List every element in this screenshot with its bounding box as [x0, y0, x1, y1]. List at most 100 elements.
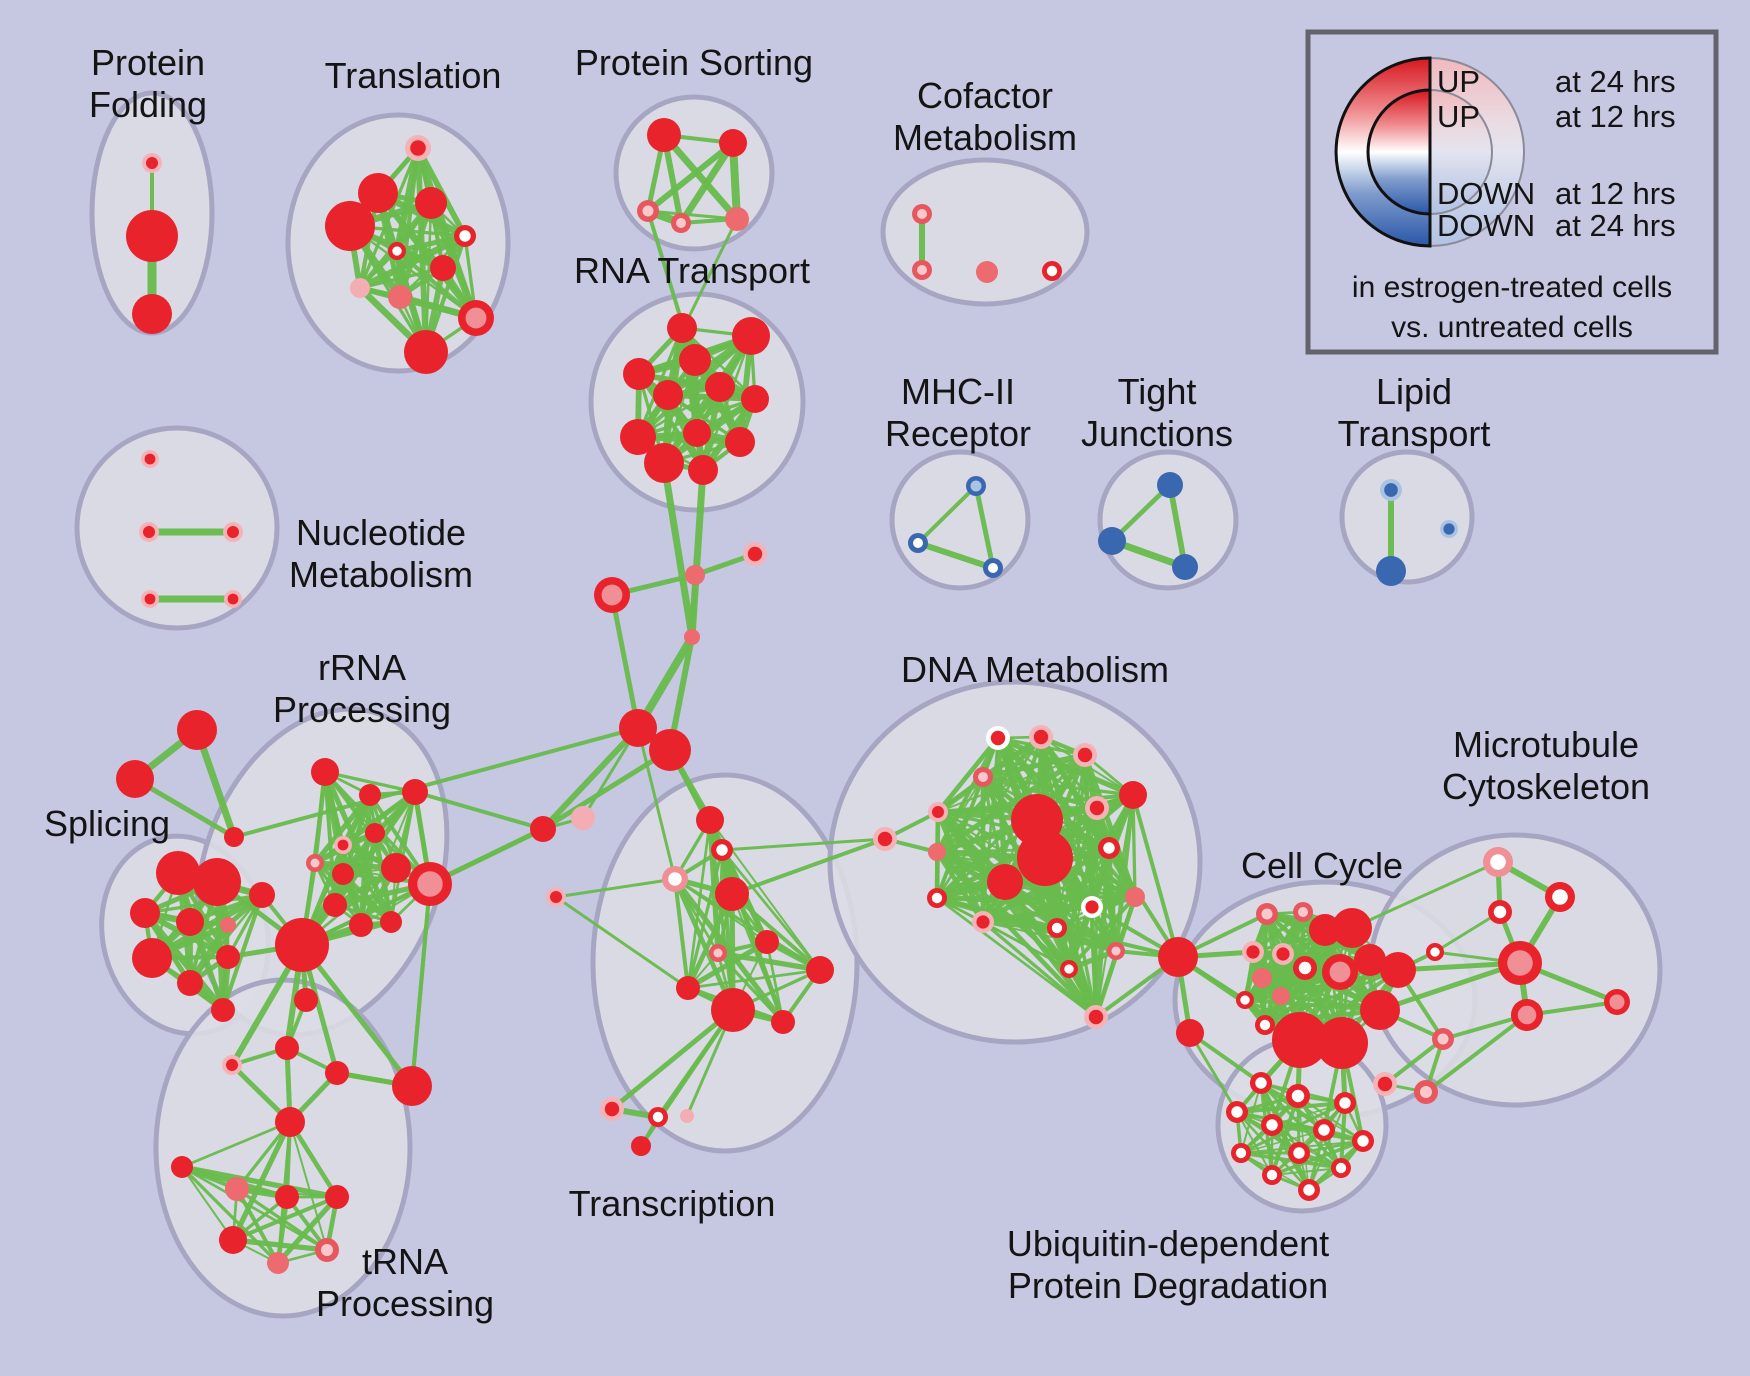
- network-node: [1266, 1119, 1278, 1131]
- cluster-label-microtubule-cytoskeleton: Microtubule: [1453, 724, 1639, 765]
- network-node: [417, 871, 443, 897]
- network-node: [649, 729, 691, 771]
- network-edge: [687, 968, 821, 990]
- network-node: [381, 853, 411, 883]
- network-edge: [1188, 1032, 1239, 1113]
- legend-down-12-time: at 12 hrs: [1555, 176, 1676, 211]
- network-node: [402, 779, 428, 805]
- network-edge: [1261, 976, 1381, 1012]
- network-edge: [180, 1165, 280, 1265]
- network-node: [604, 1101, 620, 1117]
- network-node: [1064, 964, 1074, 974]
- network-edge: [142, 910, 226, 1013]
- network-node: [1384, 483, 1398, 497]
- network-edge: [981, 920, 1098, 1019]
- network-node: [1017, 830, 1073, 886]
- network-edge: [1167, 484, 1188, 568]
- network-node: [711, 988, 755, 1032]
- network-node: [388, 285, 412, 309]
- legend-down-12-label: DOWN: [1437, 176, 1535, 211]
- network-edge: [555, 877, 676, 899]
- network-edge: [673, 878, 690, 989]
- network-node: [332, 863, 354, 885]
- cluster-label-microtubule-cytoskeleton: Cytoskeleton: [1442, 766, 1650, 807]
- legend-down-24-time: at 24 hrs: [1555, 208, 1676, 243]
- network-node: [225, 1177, 249, 1201]
- network-edge: [917, 540, 994, 571]
- network-node: [325, 1061, 349, 1085]
- network-node: [932, 806, 944, 818]
- network-edge: [289, 1121, 328, 1251]
- network-node: [877, 831, 893, 847]
- network-node: [1316, 1017, 1368, 1069]
- network-edge: [181, 1166, 234, 1241]
- network-edge: [189, 894, 263, 984]
- network-edge: [1351, 860, 1499, 930]
- network-node: [644, 443, 684, 483]
- network-node: [1318, 1124, 1330, 1136]
- network-node: [931, 892, 943, 904]
- cluster-label-tight-junctions: Junctions: [1081, 413, 1233, 454]
- network-node: [917, 209, 927, 219]
- network-node: [719, 129, 747, 157]
- network-node: [1272, 987, 1290, 1005]
- network-node: [1235, 1147, 1247, 1159]
- network-edge: [181, 1164, 338, 1200]
- network-edge: [646, 140, 735, 214]
- network-node: [146, 157, 158, 169]
- network-edge: [982, 919, 1058, 931]
- network-node: [156, 851, 200, 895]
- legend-note-line1: in estrogen-treated cells: [1352, 271, 1672, 304]
- network-node: [132, 294, 172, 334]
- network-node: [928, 843, 946, 861]
- cluster-label-trna-processing: Processing: [316, 1283, 494, 1324]
- network-node: [1298, 961, 1312, 975]
- cluster-label-cell-cycle: Cell Cycle: [1241, 845, 1403, 886]
- network-node: [988, 563, 998, 573]
- cluster-label-transcription: Transcription: [569, 1183, 776, 1224]
- legend-up-12-label: UP: [1437, 99, 1480, 134]
- network-node: [1051, 922, 1063, 934]
- network-edge: [721, 837, 886, 852]
- network-edge: [300, 943, 414, 1088]
- cluster-label-ubiquitin-degradation: Ubiquitin-dependent: [1007, 1223, 1329, 1264]
- network-node: [696, 806, 724, 834]
- network-edge: [661, 132, 740, 222]
- network-node: [530, 816, 556, 842]
- network-node: [132, 938, 172, 978]
- network-node: [275, 1036, 299, 1060]
- cluster-label-ubiquitin-degradation: Protein Degradation: [1008, 1265, 1328, 1306]
- network-node: [1291, 1089, 1305, 1103]
- network-node: [806, 956, 834, 984]
- network-edge: [716, 951, 785, 1024]
- cluster-label-translation: Translation: [325, 55, 502, 96]
- network-node: [1377, 1076, 1393, 1092]
- cluster-label-cofactor-metabolism: Cofactor: [917, 75, 1053, 116]
- network-edge: [1379, 960, 1521, 1013]
- network-node: [713, 948, 723, 958]
- cluster-label-rrna-processing: rRNA: [318, 647, 406, 688]
- network-node: [1266, 1169, 1278, 1181]
- network-node: [193, 858, 241, 906]
- network-edge: [1240, 1129, 1325, 1154]
- network-node: [1088, 1009, 1104, 1025]
- network-node: [126, 210, 178, 262]
- network-edge: [731, 837, 886, 896]
- network-node: [732, 317, 770, 355]
- network-edge: [232, 1237, 328, 1253]
- network-edge: [935, 850, 1098, 1019]
- network-node: [392, 1066, 432, 1106]
- network-node: [171, 1156, 193, 1178]
- network-node: [1420, 1086, 1432, 1098]
- cluster-label-rrna-processing: Processing: [273, 689, 451, 730]
- network-node: [224, 827, 244, 847]
- network-node: [683, 419, 711, 447]
- legend-note-line2: vs. untreated cells: [1391, 311, 1633, 344]
- network-node: [680, 1109, 694, 1123]
- network-edge: [982, 752, 1086, 780]
- network-node: [350, 278, 370, 298]
- network-node: [1089, 800, 1105, 816]
- network-node: [620, 419, 656, 455]
- network-edge: [765, 941, 785, 1023]
